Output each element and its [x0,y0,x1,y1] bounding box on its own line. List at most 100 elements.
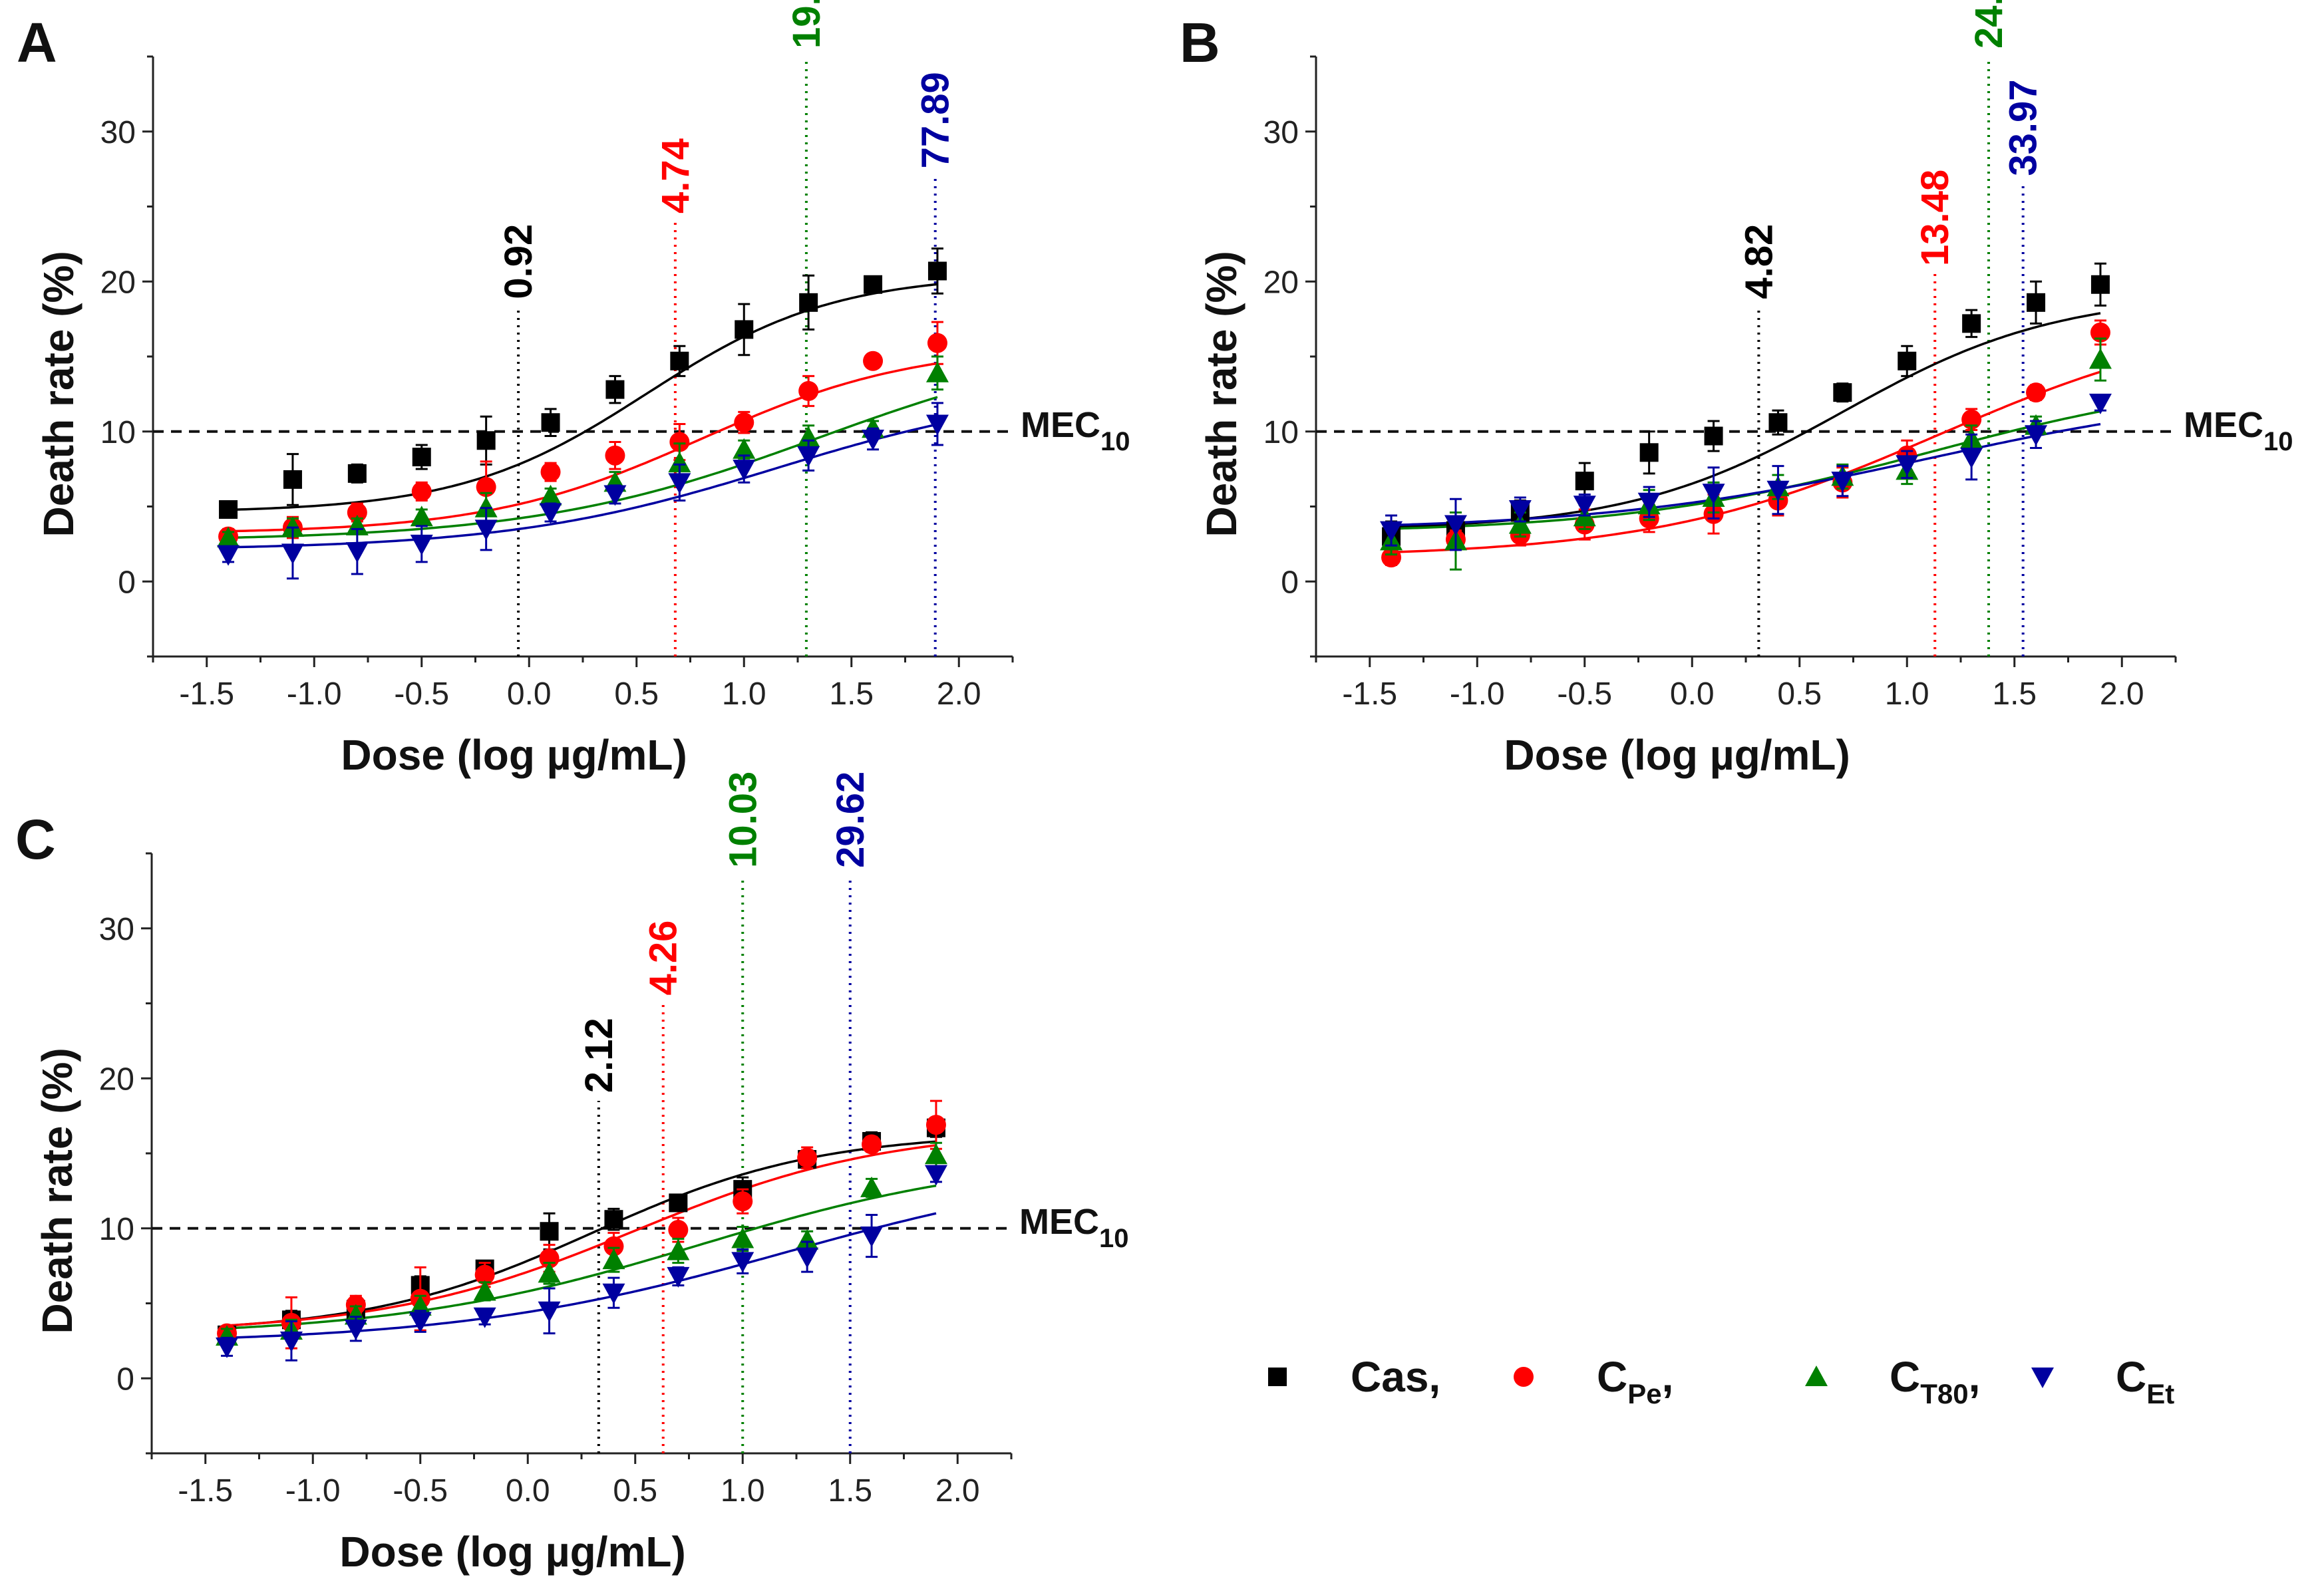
threshold-label-ct80: 10.03 [721,772,764,868]
data-point-ct80 [668,452,691,473]
threshold-label-cpe: 4.74 [654,138,697,214]
data-point-cas [669,1193,688,1213]
data-point-cpe [668,1220,689,1240]
data-point-ct80 [731,1227,754,1248]
panel-letter: B [1180,11,1220,74]
data-point-cet [473,1307,496,1328]
data-point-ct80 [344,1304,367,1325]
y-tick-label: 0 [116,1362,134,1397]
legend-subscript: Et [2146,1378,2174,1409]
data-point-cpe [797,1147,818,1168]
threshold-label-cas: 4.82 [1737,224,1780,299]
data-point-ct80 [1508,513,1532,534]
panel-c: -1.5 -1.0 -0.5 0.0 0.5 1.0 1.5 2.0 0 10 20 30 Dose (… [15,772,1129,1576]
data-point-cpe [411,481,432,502]
y-axis-title: Death rate (%) [33,1048,81,1334]
data-point-cas [1639,443,1659,462]
threshold-label-cas: 2.12 [578,1018,621,1093]
x-tick-label: -1.5 [179,676,234,712]
data-point-cet [796,1247,819,1268]
data-point-cet [1380,521,1403,542]
y-tick-label: 10 [1263,415,1299,450]
legend-marker-et [2031,1368,2054,1388]
legend-tail: , [1662,1353,1674,1401]
data-point-cet [733,460,756,481]
x-tick-label: -1.5 [1342,676,1397,712]
x-tick-label: 1.5 [1992,676,2037,712]
legend-base: C [1597,1353,1627,1401]
data-point-cet [925,414,949,436]
x-tick-label: 0.5 [613,1473,657,1509]
data-point-cet [602,1283,625,1304]
legend-label-t80: CT80, [1890,1353,1980,1409]
data-point-cas [2027,293,2046,312]
data-point-cet [281,543,304,565]
legend-marker-pe [1514,1367,1534,1387]
y-tick-label: 0 [1281,565,1299,600]
x-tick-label: 0.5 [614,676,659,712]
data-point-cas [540,1222,559,1241]
data-point-cet [216,1337,239,1358]
y-tick-label: 20 [1263,265,1299,300]
data-point-cet [474,519,498,541]
y-tick-label: 30 [1263,115,1299,150]
data-point-cet [1573,496,1596,517]
panel-letter: C [15,808,56,871]
data-point-ct80 [796,1229,819,1250]
data-point-cet [217,545,240,566]
data-point-ct80 [410,506,433,527]
data-point-cpe [863,351,884,371]
data-point-cas [2090,275,2110,294]
data-point-ct80 [667,1239,690,1260]
data-point-ct80 [473,1280,496,1301]
x-tick-label: 1.0 [722,676,766,712]
y-tick-label: 30 [100,115,136,150]
data-point-cas [735,320,754,339]
data-point-cet [797,446,820,467]
legend-label-cas: Cas, [1351,1353,1440,1401]
x-tick-label: 0.5 [1777,676,1822,712]
data-point-cas [604,1210,623,1229]
data-point-cas [1704,426,1723,446]
threshold-label-cet: 29.62 [829,772,872,868]
data-point-cpe [1961,409,1982,430]
x-tick-label: 2.0 [937,676,981,712]
y-tick-label: 30 [99,912,134,947]
data-point-cas [670,351,689,370]
data-point-ct80 [217,526,240,547]
y-tick-label: 20 [100,265,136,300]
x-tick-label: 0.0 [507,676,552,712]
data-point-cet [1444,515,1467,536]
data-point-cet [1766,480,1790,502]
y-tick-label: 0 [118,565,136,600]
x-tick-label: 1.5 [829,676,874,712]
fit-curve-cpe [228,362,938,533]
fit-curve-cet [1391,422,2101,527]
data-point-cet [1637,492,1661,513]
panel-letter: A [17,11,57,74]
data-point-cpe [474,1264,495,1285]
threshold-label-cet: 33.97 [2002,80,2045,176]
data-point-cas [927,261,947,281]
x-tick-label: 2.0 [2100,676,2144,712]
x-tick-label: -1.0 [287,676,342,712]
x-tick-label: -1.0 [1450,676,1505,712]
legend: Cas, CPe, CT80, CEt [1268,1353,2174,1409]
legend-marker-t80 [1805,1366,1828,1386]
legend-base: C [2116,1353,2146,1401]
x-tick-label: -1.5 [178,1473,233,1509]
x-tick-label: -0.5 [393,1473,448,1509]
data-point-ct80 [538,1262,561,1283]
mec-subscript: 10 [2263,427,2293,456]
mec-subscript: 10 [1099,1224,1129,1253]
data-point-cpe [347,502,367,523]
legend-marker-cas [1268,1368,1287,1386]
data-point-ct80 [797,426,820,447]
y-axis-title: Death rate (%) [35,251,83,537]
x-tick-label: 1.5 [828,1473,872,1509]
fit-curve-cet [227,1212,937,1340]
data-point-cpe [540,462,561,482]
x-axis-title: Dose (log µg/mL) [1504,731,1850,779]
data-point-cpe [862,1134,882,1155]
